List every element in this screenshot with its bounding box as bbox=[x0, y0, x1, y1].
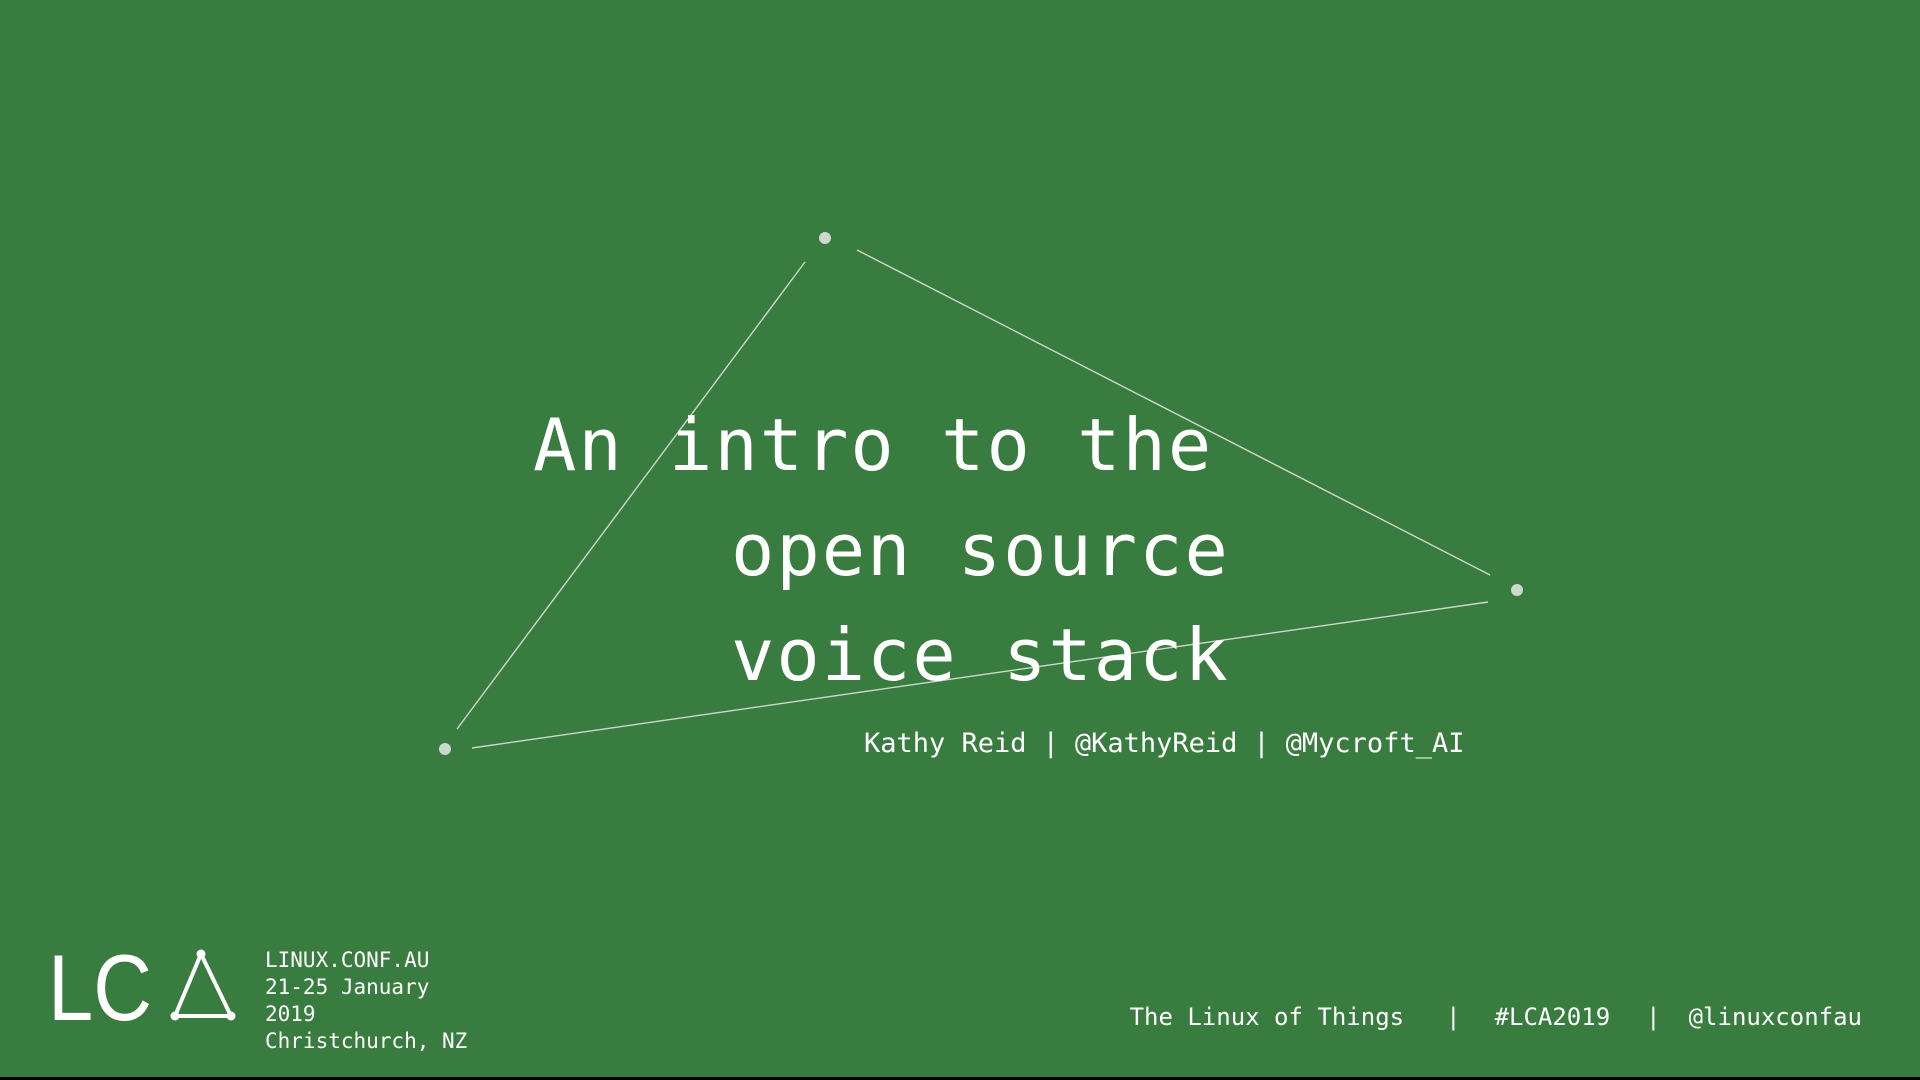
footer-theme: The Linux of Things bbox=[1129, 1003, 1405, 1031]
slide-title-line-2: open source bbox=[731, 508, 1230, 592]
org-handle: @Mycroft_AI bbox=[1285, 728, 1465, 759]
triangle-nodes-icon bbox=[170, 949, 236, 1021]
edge-line bbox=[856, 249, 1491, 576]
conference-info: LINUX.CONF.AU 21-25 January 2019 Christc… bbox=[265, 947, 467, 1055]
footer-twitter: @linuxconfau bbox=[1688, 1003, 1862, 1031]
speaker-name: Kathy Reid bbox=[864, 728, 1027, 759]
byline-separator: | bbox=[1253, 728, 1270, 759]
byline-separator: | bbox=[1042, 728, 1059, 759]
slide-title-line-3: voice stack bbox=[731, 613, 1230, 697]
logo-letters: LC bbox=[52, 948, 152, 1024]
conference-location: Christchurch, NZ bbox=[265, 1029, 468, 1053]
slide-footer: The Linux of Things | #LCA2019 | @linuxc… bbox=[1130, 1001, 1862, 1033]
lca-logo: LC bbox=[52, 948, 236, 1024]
slide-title-line-1: An intro to the bbox=[533, 403, 1214, 487]
footer-separator: | bbox=[1446, 1003, 1461, 1031]
conference-year: 2019 bbox=[265, 1002, 316, 1026]
conference-site: LINUX.CONF.AU bbox=[265, 948, 430, 972]
node-dot bbox=[439, 743, 451, 755]
footer-hashtag: #LCA2019 bbox=[1494, 1003, 1611, 1031]
speaker-byline: Kathy Reid | @KathyReid | @Mycroft_AI bbox=[864, 726, 1464, 762]
speaker-handle: @KathyReid bbox=[1074, 728, 1238, 759]
edge-line bbox=[456, 261, 806, 730]
conference-dates: 21-25 January bbox=[265, 975, 430, 999]
node-dot bbox=[819, 232, 831, 244]
edge-line bbox=[471, 601, 1489, 749]
node-dot bbox=[1511, 584, 1523, 596]
footer-separator: | bbox=[1646, 1003, 1661, 1031]
